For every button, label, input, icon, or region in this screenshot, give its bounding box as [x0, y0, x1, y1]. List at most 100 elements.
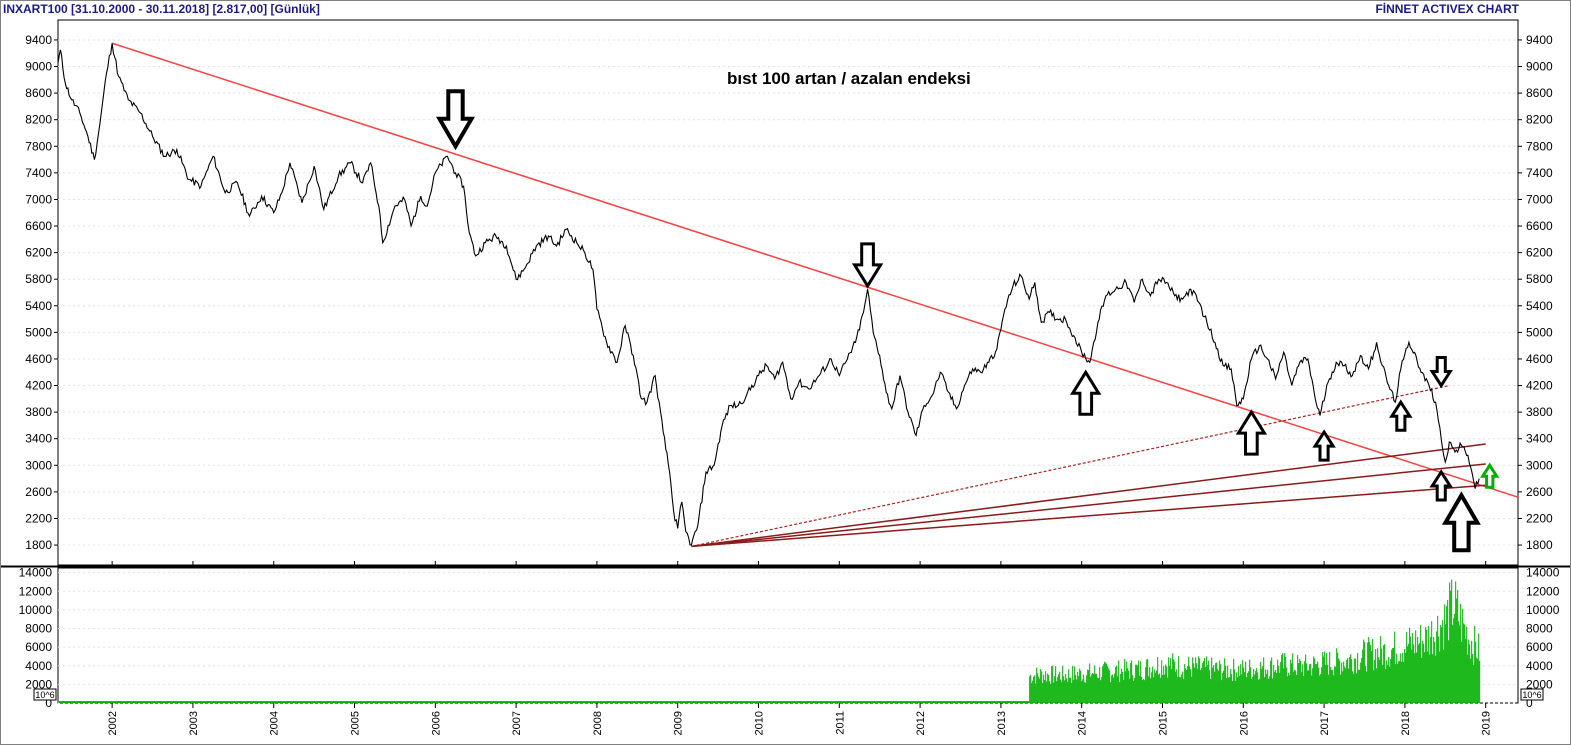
volume-bar: [1159, 673, 1161, 703]
volume-bar: [1306, 663, 1308, 703]
volume-bar: [1311, 675, 1313, 703]
volume-bar: [1476, 657, 1478, 703]
volume-bar: [1204, 658, 1206, 703]
volume-bar: [1396, 653, 1398, 703]
volume-bar: [1304, 661, 1306, 703]
volume-bar: [1085, 682, 1087, 703]
volume-tick-label-right: 10000: [1526, 603, 1560, 617]
volume-bar: [1065, 674, 1067, 703]
volume-bar: [1255, 670, 1257, 703]
volume-bar: [1359, 669, 1361, 703]
volume-bar: [1118, 660, 1120, 703]
volume-bar: [1270, 660, 1272, 703]
volume-bar: [1395, 664, 1397, 703]
volume-bar: [1060, 679, 1062, 703]
volume-bar: [1351, 659, 1353, 703]
volume-bar: [1037, 673, 1039, 703]
volume-bar: [1200, 670, 1202, 703]
volume-bar: [1031, 683, 1033, 703]
volume-bar: [1131, 660, 1133, 703]
volume-bar: [1136, 664, 1138, 703]
volume-bar: [1080, 670, 1082, 703]
volume-bar: [1278, 665, 1280, 703]
volume-bar: [1082, 679, 1084, 703]
volume-bar: [1342, 671, 1344, 703]
volume-bar: [1333, 675, 1335, 703]
volume-bar: [1178, 655, 1180, 703]
price-tick-label-right: 7000: [1526, 192, 1553, 206]
volume-bar: [1428, 625, 1430, 703]
volume-bar: [1029, 676, 1031, 703]
volume-bar: [1459, 625, 1461, 703]
volume-bar: [1083, 674, 1085, 703]
volume-bar: [1078, 676, 1080, 703]
volume-bar: [1182, 671, 1184, 703]
price-tick-label-right: 3000: [1526, 458, 1553, 472]
volume-bar: [1442, 620, 1444, 703]
volume-bar: [1361, 658, 1363, 703]
volume-bar: [1391, 649, 1393, 703]
volume-bar: [1144, 680, 1146, 703]
volume-bar: [1134, 677, 1136, 703]
volume-bar: [1189, 666, 1191, 703]
time-tick-label: 2015: [1157, 711, 1169, 735]
volume-tick-label-right: 12000: [1526, 584, 1560, 598]
volume-bar: [1205, 667, 1207, 703]
volume-bar: [1316, 663, 1318, 703]
volume-bar: [1230, 669, 1232, 703]
volume-bar: [1429, 654, 1431, 703]
volume-bar: [1253, 668, 1255, 703]
volume-bar: [1420, 625, 1422, 703]
volume-bar: [1336, 648, 1338, 703]
volume-bar: [1039, 679, 1041, 703]
volume-bar: [1267, 669, 1269, 703]
volume-bar: [1406, 631, 1408, 703]
volume-bar: [1126, 661, 1128, 703]
price-tick-label-left: 4200: [25, 379, 52, 393]
volume-bar: [1123, 679, 1125, 703]
price-tick-label-left: 3000: [25, 458, 52, 472]
volume-bar: [1281, 655, 1283, 703]
volume-bar: [1380, 636, 1382, 703]
volume-bar: [1183, 678, 1185, 703]
volume-bar: [1355, 658, 1357, 703]
volume-tick-label-right: 4000: [1526, 659, 1553, 673]
volume-bar: [1388, 656, 1390, 703]
volume-bar: [1129, 678, 1131, 703]
volume-bar: [1354, 658, 1356, 703]
volume-bar: [1282, 653, 1284, 703]
volume-bar: [1422, 640, 1424, 703]
volume-bar: [1057, 676, 1059, 703]
volume-bar: [1379, 659, 1381, 703]
volume-bar: [1124, 659, 1126, 703]
volume-bar: [1063, 676, 1065, 703]
volume-bar: [1206, 656, 1208, 703]
volume-bar: [1071, 682, 1073, 703]
volume-bar: [1128, 670, 1130, 703]
trendline-fan-line-2: [691, 463, 1486, 548]
volume-tick-label-right: 14000: [1526, 566, 1560, 580]
volume-bar: [1181, 674, 1183, 703]
volume-bar: [1093, 674, 1095, 703]
volume-bar: [1274, 671, 1276, 703]
arrow-down-icon: [436, 89, 475, 151]
volume-bar: [1364, 642, 1366, 703]
volume-bar: [1185, 668, 1187, 703]
volume-bar: [1050, 683, 1052, 703]
arrow-down-icon: [1429, 356, 1453, 389]
volume-bar: [1464, 624, 1466, 703]
volume-bar: [1277, 659, 1279, 703]
price-tick-label-left: 9000: [25, 60, 52, 74]
volume-bar: [1107, 666, 1109, 703]
volume-bar: [1115, 666, 1117, 703]
volume-bar: [1448, 640, 1450, 703]
volume-bar: [1424, 652, 1426, 703]
volume-bar: [1180, 677, 1182, 703]
volume-bar: [1398, 661, 1400, 703]
volume-bar: [1098, 678, 1100, 703]
volume-bar: [1369, 641, 1371, 703]
volume-bar: [1194, 667, 1196, 703]
volume-bar: [1472, 654, 1474, 703]
volume-bar: [1073, 679, 1075, 703]
